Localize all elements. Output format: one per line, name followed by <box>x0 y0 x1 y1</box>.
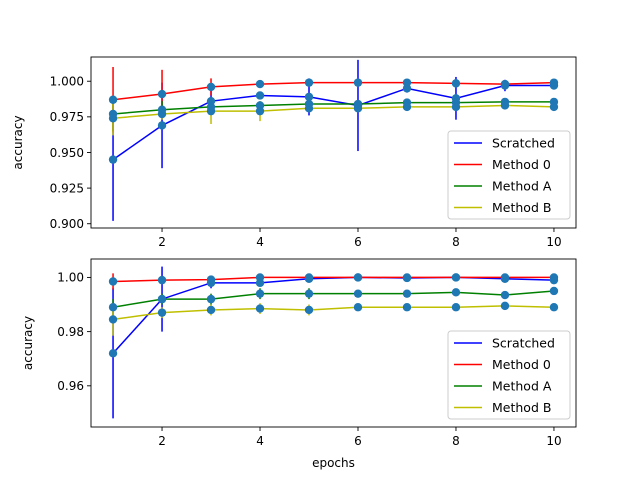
legend-entry-label: Scratched <box>492 336 555 351</box>
x-tick-label: 2 <box>158 235 166 249</box>
x-tick-label: 10 <box>546 434 561 448</box>
y-tick-label: 0.975 <box>50 110 84 124</box>
legend-box <box>447 130 571 220</box>
data-point-method-0 <box>108 277 118 286</box>
data-point-method-b <box>353 303 363 312</box>
data-point-method-b <box>451 102 461 112</box>
data-point-method-a <box>157 294 167 304</box>
y-tick-label: 0.900 <box>50 217 84 231</box>
data-point-method-0 <box>108 95 118 104</box>
data-point-method-0 <box>353 273 363 282</box>
data-point-method-0 <box>451 273 461 282</box>
data-point-method-a <box>206 294 216 304</box>
data-point-method-b <box>304 305 314 315</box>
legend-entry-label: Method A <box>492 379 552 394</box>
data-point-method-b <box>157 308 167 317</box>
data-point-method-a <box>549 286 559 296</box>
data-point-scratched <box>304 92 314 102</box>
data-point-method-b <box>206 106 216 116</box>
y-tick-label: 0.98 <box>57 325 84 339</box>
data-point-method-0 <box>353 78 363 87</box>
data-point-method-b <box>500 101 510 110</box>
data-point-method-b <box>157 109 167 119</box>
series-line-method-0 <box>112 81 554 101</box>
data-point-method-0 <box>304 273 314 282</box>
series-line-method-a <box>112 101 554 115</box>
data-point-method-b <box>500 301 510 311</box>
data-point-method-b <box>451 303 461 312</box>
legend-entry-label: Method A <box>492 179 552 194</box>
y-tick-label: 0.96 <box>57 379 84 393</box>
y-axis-label: accuracy <box>21 316 35 370</box>
data-point-scratched <box>108 349 118 358</box>
data-point-method-a <box>451 288 461 297</box>
y-tick-label: 1.000 <box>50 75 84 89</box>
data-point-method-b <box>402 303 412 312</box>
x-tick-label: 4 <box>256 434 264 448</box>
data-point-method-0 <box>206 82 216 92</box>
data-point-method-0 <box>500 273 510 282</box>
legend-entry-label: Method 0 <box>492 357 551 372</box>
data-point-method-a <box>108 303 118 312</box>
x-tick-label: 2 <box>158 434 166 448</box>
x-tick-label: 10 <box>546 235 561 249</box>
data-point-method-0 <box>206 275 216 284</box>
data-point-method-0 <box>549 78 559 87</box>
series-line-method-b <box>112 104 554 120</box>
data-point-method-0 <box>500 79 510 89</box>
x-tick-label: 8 <box>452 235 460 249</box>
data-point-method-0 <box>157 275 167 285</box>
x-tick-label: 4 <box>256 235 264 249</box>
axes-frame <box>90 258 577 428</box>
axes-frame <box>90 56 577 229</box>
data-point-method-b <box>108 114 118 123</box>
series-line-method-0 <box>113 276 554 283</box>
series-line-method-a <box>112 290 555 308</box>
data-point-method-0 <box>304 78 314 87</box>
data-point-method-a <box>402 289 412 298</box>
legend-box <box>447 330 571 420</box>
data-point-method-a <box>353 289 363 298</box>
x-tick-label: 6 <box>354 434 362 448</box>
legend-entry-label: Method 0 <box>492 157 551 172</box>
series-line-method-b <box>112 305 554 321</box>
legend: Scratched Method 0 Method A Method B <box>447 330 571 420</box>
legend-entry-label: Method B <box>492 400 551 415</box>
data-point-method-0 <box>157 89 167 99</box>
data-point-method-0 <box>255 79 265 89</box>
data-point-method-a <box>500 290 510 300</box>
legend-entry-label: Method B <box>492 200 551 215</box>
data-point-method-a <box>255 289 265 298</box>
data-point-method-b <box>255 304 265 313</box>
bottom-chart-panel: 2 4 6 8 10 0.96 0.98 1.00 accuracy epochs Scratche… <box>21 258 577 470</box>
data-point-method-a <box>304 289 314 298</box>
y-tick-label: 1.00 <box>57 271 84 285</box>
data-point-scratched <box>255 91 265 100</box>
data-point-method-b <box>549 303 559 312</box>
data-point-method-0 <box>402 273 412 282</box>
legend: Scratched Method 0 Method A Method B <box>447 130 571 220</box>
x-axis-label: epochs <box>312 456 355 470</box>
data-point-method-b <box>255 106 265 116</box>
data-point-method-b <box>402 102 412 112</box>
data-point-method-0 <box>255 273 265 282</box>
top-chart-panel: 2 4 6 8 10 0.900 0.925 0.950 0.975 1.000 accuracy S… <box>11 56 577 249</box>
data-point-method-0 <box>451 79 461 88</box>
x-tick-label: 6 <box>354 235 362 249</box>
data-point-method-0 <box>549 273 559 282</box>
legend-entry-label: Scratched <box>492 136 555 151</box>
data-point-method-b <box>206 305 216 315</box>
data-point-method-0 <box>402 78 412 87</box>
data-point-method-b <box>549 102 559 112</box>
x-tick-label: 8 <box>452 434 460 448</box>
data-point-scratched <box>108 155 118 164</box>
y-tick-label: 0.925 <box>50 181 84 195</box>
data-point-method-b <box>108 315 118 324</box>
data-point-method-b <box>304 104 314 113</box>
y-tick-label: 0.950 <box>50 146 84 160</box>
data-point-method-b <box>353 104 363 113</box>
data-point-scratched <box>157 121 167 130</box>
y-axis-label: accuracy <box>11 115 25 169</box>
